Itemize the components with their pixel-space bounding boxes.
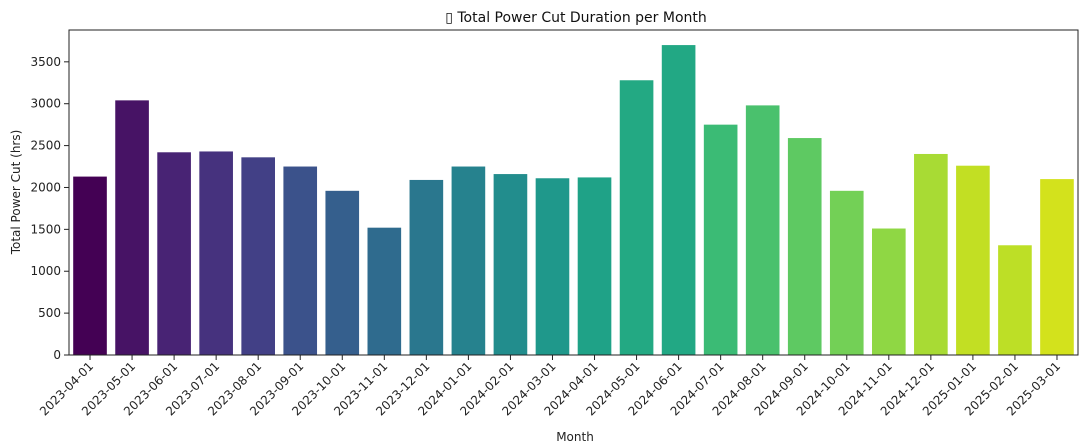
chart-title: ▯ Total Power Cut Duration per Month	[445, 10, 707, 26]
y-tick-label: 2500	[30, 139, 61, 153]
bar-2023-05-01	[115, 100, 149, 355]
bar-2024-03-01	[535, 178, 570, 355]
bar-2024-10-01	[829, 190, 864, 355]
bar-2024-08-01	[745, 105, 780, 355]
x-axis-label: Month	[556, 430, 594, 444]
bar-2024-02-01	[493, 174, 528, 355]
bar-2024-01-01	[451, 166, 486, 355]
y-tick-label: 3500	[30, 55, 61, 69]
bar-2025-02-01	[998, 245, 1032, 355]
y-tick-label: 3000	[30, 97, 61, 111]
bar-2023-08-01	[241, 157, 275, 355]
bar-2023-10-01	[325, 190, 360, 355]
bar-2025-03-01	[1040, 179, 1074, 355]
bar-2024-12-01	[914, 153, 948, 355]
bar-2024-05-01	[619, 80, 654, 355]
y-tick-label: 2000	[30, 180, 61, 194]
bar-2024-11-01	[872, 228, 906, 355]
bar-2023-09-01	[283, 166, 318, 355]
bar-2023-04-01	[73, 176, 107, 355]
y-axis-label: Total Power Cut (hrs)	[9, 130, 23, 256]
y-tick-label: 0	[53, 348, 61, 362]
bar-2024-06-01	[661, 45, 696, 355]
bar-2025-01-01	[956, 165, 990, 355]
bar-2023-07-01	[199, 151, 233, 355]
y-axis: 0 500 1000 1500 2000 2500 3000 3500	[30, 55, 69, 362]
y-tick-label: 500	[38, 306, 61, 320]
bar-2023-06-01	[157, 152, 191, 355]
plot-frame	[68, 29, 1079, 356]
y-tick-label: 1500	[30, 222, 61, 236]
bar-2023-12-01	[409, 179, 444, 355]
y-tick-label: 1000	[30, 264, 61, 278]
x-axis: 2023-04-012023-05-012023-06-012023-07-01…	[37, 355, 1063, 418]
bar-2023-11-01	[367, 227, 402, 355]
bars-group	[73, 45, 1074, 356]
bar-2024-07-01	[703, 124, 738, 356]
bar-2024-04-01	[577, 177, 612, 355]
bar-2024-09-01	[787, 138, 822, 355]
